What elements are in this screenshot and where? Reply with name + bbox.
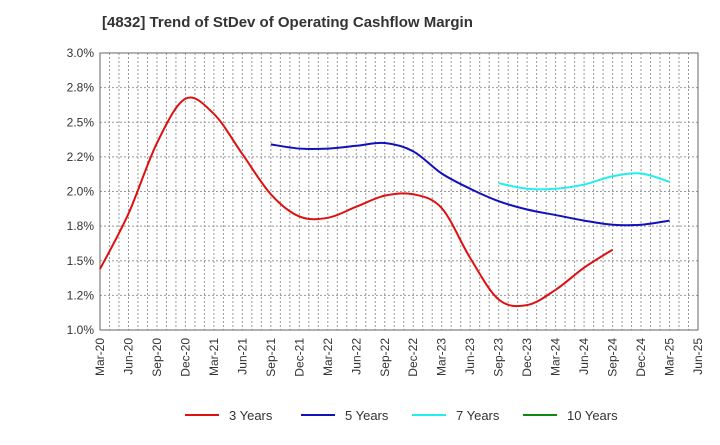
x-tick-label: Mar-21 (207, 338, 221, 376)
series-line-5-years (270, 141, 670, 227)
x-tick-label: Dec-21 (292, 338, 306, 377)
x-tick-label: Dec-24 (634, 338, 648, 377)
legend-swatch (523, 414, 557, 416)
legend-item: 10 Years (523, 404, 618, 426)
x-tick-label: Sep-20 (150, 338, 164, 377)
y-tick-label: 1.2% (67, 288, 95, 302)
x-tick-label: Mar-22 (321, 338, 335, 376)
axes: 1.0% 1.2% 1.5% 1.8% 2.0% 2.2% 2.5% 2.8% 3.0% Mar-… (67, 46, 705, 377)
x-tick-label: Sep-24 (606, 338, 620, 377)
x-tick-label: Sep-23 (492, 338, 506, 377)
y-tick-label: 2.8% (67, 81, 95, 95)
y-tick-label: 1.0% (67, 323, 95, 337)
legend-swatch (412, 414, 446, 416)
x-tick-label: Dec-20 (178, 338, 192, 377)
y-tick-label: 2.2% (67, 150, 95, 164)
x-tick-label: Jun-21 (235, 338, 249, 375)
x-tick-label: Mar-24 (549, 338, 563, 376)
y-tick-label: 2.0% (67, 185, 95, 199)
x-tick-label: Jun-23 (463, 338, 477, 375)
y-tick-label: 1.8% (67, 219, 95, 233)
x-tick-label: Mar-20 (93, 338, 107, 376)
legend-label: 3 Years (229, 407, 273, 423)
legend-item: 7 Years (412, 404, 499, 426)
legend-item: 5 Years (301, 404, 388, 426)
legend-label: 7 Years (456, 407, 500, 423)
legend-item: 3 Years (185, 404, 272, 426)
y-tick-label: 2.5% (67, 115, 95, 129)
grid (99, 52, 699, 331)
x-tick-label: Jun-25 (691, 338, 705, 375)
y-tick-label: 3.0% (67, 46, 95, 60)
legend-label: 10 Years (567, 407, 618, 423)
y-tick-label: 1.5% (67, 254, 95, 268)
x-tick-label: Dec-22 (406, 338, 420, 377)
x-tick-label: Dec-23 (520, 338, 534, 377)
legend-swatch (185, 414, 219, 416)
series-line-3-years (99, 96, 614, 308)
x-tick-label: Sep-21 (264, 338, 278, 377)
series-line-7-years (498, 172, 670, 191)
legend-swatch (301, 414, 335, 416)
x-tick-label: Sep-22 (378, 338, 392, 377)
x-tick-label: Mar-23 (435, 338, 449, 376)
series (99, 96, 670, 308)
x-tick-label: Jun-24 (577, 338, 591, 375)
x-tick-label: Jun-22 (349, 338, 363, 375)
chart-title: [4832] Trend of StDev of Operating Cashf… (102, 14, 473, 31)
x-tick-label: Mar-25 (663, 338, 677, 376)
plot-border (99, 52, 699, 331)
x-tick-label: Jun-20 (121, 338, 135, 375)
legend: 3 Years 5 Years 7 Years 10 Years (0, 404, 720, 426)
legend-label: 5 Years (345, 407, 389, 423)
